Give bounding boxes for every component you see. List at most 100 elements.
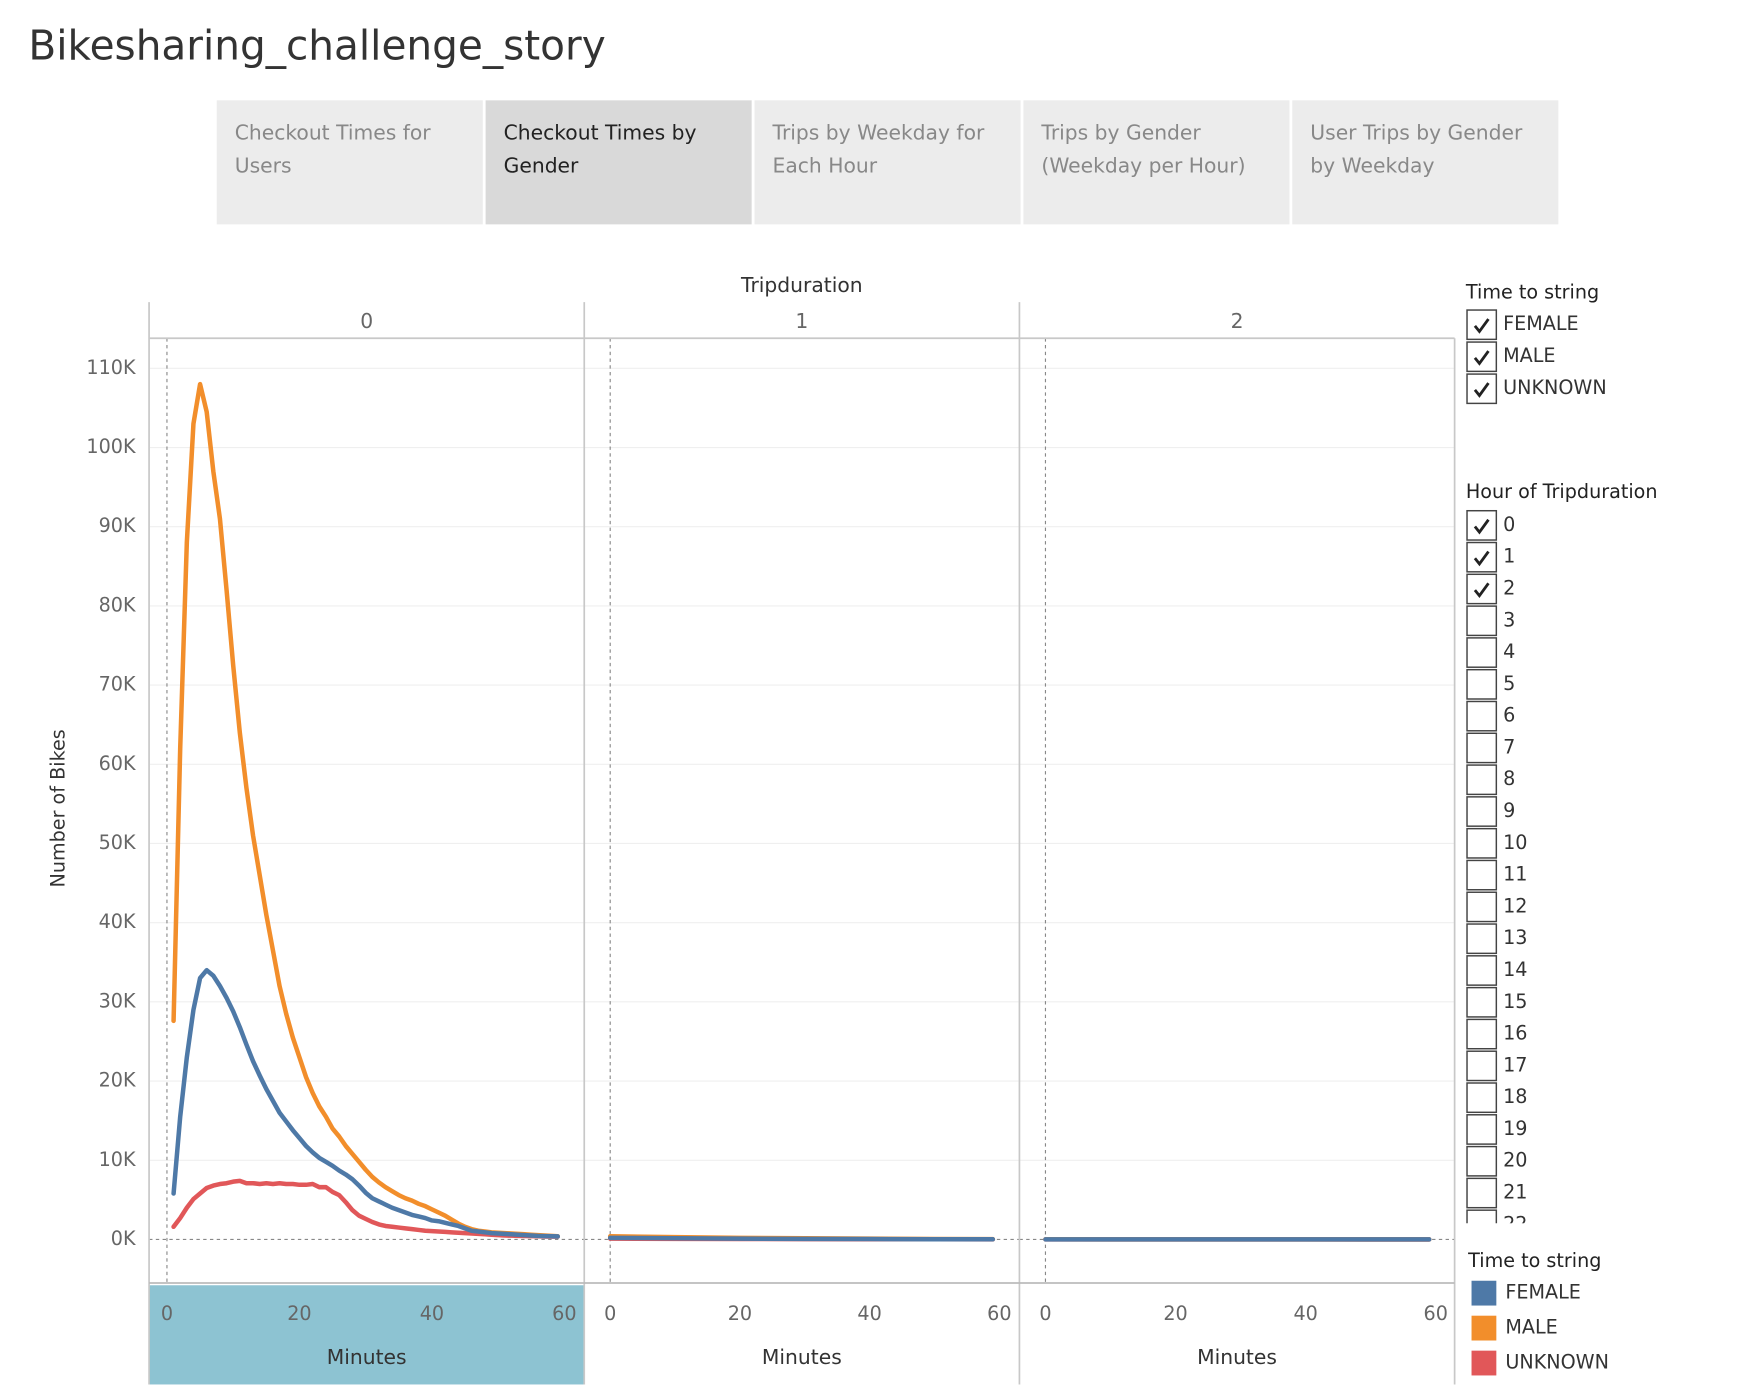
- tab[interactable]: [754, 100, 1021, 225]
- tab-label: Trips by Weekday for: [772, 121, 985, 145]
- checkbox[interactable]: [1466, 341, 1498, 373]
- checkbox[interactable]: [1466, 1082, 1498, 1114]
- filter-item[interactable]: 20: [1503, 1149, 1527, 1172]
- x-axis-label: Minutes: [1197, 1345, 1277, 1369]
- filter-item[interactable]: 9: [1503, 799, 1515, 822]
- checkbox[interactable]: [1466, 373, 1498, 405]
- checkbox[interactable]: [1466, 1018, 1498, 1050]
- check-mark: [1473, 550, 1490, 567]
- filter-title: Hour of Tripduration: [1466, 480, 1658, 503]
- filter-item[interactable]: 22: [1503, 1212, 1527, 1235]
- checkbox[interactable]: [1466, 891, 1498, 923]
- filter-item[interactable]: 11: [1503, 863, 1527, 886]
- y-tick-label: 0K: [111, 1227, 136, 1250]
- filter-item[interactable]: UNKNOWN: [1503, 376, 1607, 399]
- check-mark: [1473, 582, 1490, 599]
- filter-item[interactable]: 1: [1503, 545, 1515, 568]
- selected-axis-bg: [149, 1285, 585, 1385]
- series-line: [171, 967, 561, 1239]
- checkbox[interactable]: [1466, 923, 1498, 955]
- tab-label: Checkout Times by: [504, 121, 697, 145]
- x-tick-label: 20: [1163, 1302, 1187, 1325]
- legend-label: MALE: [1505, 1316, 1557, 1339]
- check-mark: [1473, 518, 1490, 535]
- checkbox[interactable]: [1466, 605, 1498, 637]
- checkbox[interactable]: [1466, 1145, 1498, 1177]
- checkbox[interactable]: [1466, 1050, 1498, 1082]
- checkbox[interactable]: [1466, 1209, 1498, 1239]
- y-tick-label: 110K: [86, 356, 136, 379]
- checkbox[interactable]: [1466, 859, 1498, 891]
- x-tick-label: 40: [857, 1302, 881, 1325]
- tab[interactable]: [485, 100, 752, 225]
- tab[interactable]: [216, 100, 483, 225]
- filter-item[interactable]: 12: [1503, 894, 1527, 917]
- checkbox[interactable]: [1466, 796, 1498, 827]
- filter-item[interactable]: 19: [1503, 1117, 1527, 1140]
- checkbox[interactable]: [1466, 700, 1498, 732]
- tab-label: Checkout Times for: [235, 121, 432, 145]
- checkbox[interactable]: [1466, 827, 1498, 859]
- checkbox[interactable]: [1466, 1114, 1498, 1145]
- tab[interactable]: [1023, 100, 1290, 225]
- legend-title: Time to string: [1467, 1249, 1601, 1272]
- filter-item[interactable]: 7: [1503, 735, 1515, 758]
- checkbox[interactable]: [1466, 732, 1498, 764]
- checkbox[interactable]: [1466, 573, 1498, 605]
- legend-swatch: [1471, 1280, 1497, 1306]
- x-tick-label: 60: [552, 1302, 576, 1325]
- filter-item[interactable]: MALE: [1503, 344, 1555, 367]
- check-mark: [1473, 318, 1490, 334]
- filter-item[interactable]: 15: [1503, 990, 1527, 1013]
- filter-item[interactable]: 5: [1503, 672, 1515, 695]
- x-tick-label: 40: [420, 1302, 444, 1325]
- checkbox[interactable]: [1466, 986, 1498, 1018]
- checkbox[interactable]: [1466, 668, 1498, 700]
- checkbox[interactable]: [1466, 637, 1498, 668]
- filter-item[interactable]: 18: [1503, 1085, 1527, 1108]
- filter-item[interactable]: 13: [1503, 926, 1527, 949]
- filter-item[interactable]: 2: [1503, 576, 1515, 599]
- filter-item[interactable]: 21: [1503, 1181, 1527, 1204]
- panel-header: 2: [1231, 309, 1244, 333]
- checkbox[interactable]: [1466, 309, 1498, 341]
- filter-item[interactable]: 0: [1503, 513, 1515, 536]
- series-line: [607, 1235, 996, 1242]
- filter-item[interactable]: 10: [1503, 831, 1527, 854]
- y-tick-label: 100K: [86, 435, 136, 458]
- filter-item[interactable]: 17: [1503, 1053, 1527, 1076]
- y-tick-label: 40K: [99, 910, 136, 933]
- y-tick-label: 10K: [99, 1148, 136, 1171]
- dashboard-title: Bikesharing_challenge_story: [28, 21, 605, 69]
- legend-swatch: [1471, 1315, 1497, 1341]
- y-tick-label: 80K: [99, 593, 136, 616]
- filter-item[interactable]: 14: [1503, 958, 1527, 981]
- filter-item[interactable]: 6: [1503, 704, 1515, 727]
- checkbox[interactable]: [1466, 541, 1498, 573]
- checkbox[interactable]: [1466, 509, 1498, 541]
- filter-item[interactable]: FEMALE: [1503, 312, 1579, 335]
- filter-item[interactable]: 16: [1503, 1022, 1527, 1045]
- x-axis-label: Minutes: [762, 1345, 842, 1369]
- x-tick-label: 0: [1039, 1302, 1051, 1325]
- panel-header: 1: [795, 309, 808, 333]
- filter-item[interactable]: 4: [1503, 640, 1515, 663]
- filter-item[interactable]: 3: [1503, 608, 1515, 631]
- x-tick-label: 0: [161, 1302, 173, 1325]
- tab[interactable]: [1292, 100, 1559, 225]
- tab-label: Gender: [504, 153, 579, 177]
- checkbox[interactable]: [1466, 1177, 1498, 1209]
- legend-label: FEMALE: [1505, 1281, 1581, 1304]
- checkbox[interactable]: [1466, 764, 1498, 796]
- check-mark: [1473, 382, 1490, 398]
- check-mark: [1473, 350, 1490, 366]
- checkbox[interactable]: [1466, 955, 1498, 986]
- panel-header: 0: [360, 309, 373, 333]
- y-tick-label: 20K: [99, 1069, 136, 1092]
- filter-item[interactable]: 8: [1503, 767, 1515, 790]
- y-tick-label: 60K: [99, 752, 136, 775]
- series-line: [171, 381, 561, 1239]
- tab-label: (Weekday per Hour): [1041, 153, 1245, 177]
